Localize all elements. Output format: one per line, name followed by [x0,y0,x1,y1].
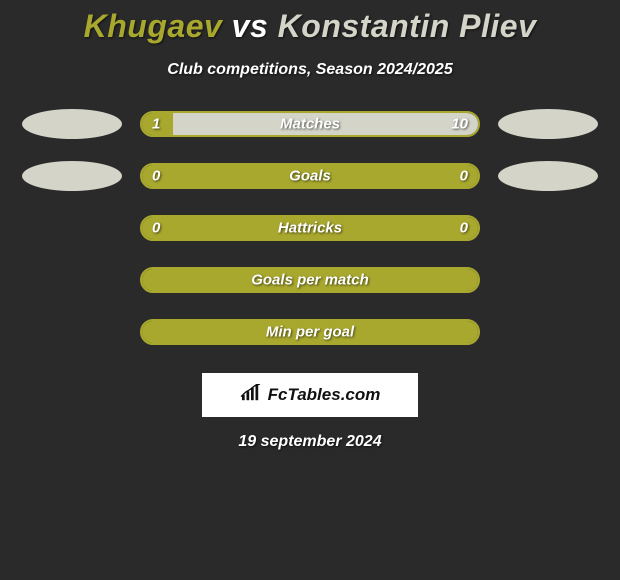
stat-label: Hattricks [278,220,342,237]
stat-row: Goals per match [0,265,620,295]
stat-value-right: 10 [451,116,468,133]
brand-text: FcTables.com [268,385,381,405]
stat-label: Goals per match [251,272,369,289]
stat-bar: Goals per match [140,267,480,293]
player2-badge [498,109,598,139]
stat-label: Matches [280,116,340,133]
player2-badge [498,161,598,191]
stat-value-right: 0 [460,220,468,237]
stat-row: 1 10 Matches [0,109,620,139]
chart-icon [240,384,262,407]
spacer [22,213,122,243]
stat-value-left: 0 [152,220,160,237]
stat-row: 0 0 Hattricks [0,213,620,243]
subtitle: Club competitions, Season 2024/2025 [0,61,620,79]
stat-label: Goals [289,168,331,185]
stat-bar: 1 10 Matches [140,111,480,137]
stat-label: Min per goal [266,324,354,341]
stat-bar: 0 0 Goals [140,163,480,189]
stat-row: 0 0 Goals [0,161,620,191]
player1-badge [22,161,122,191]
player1-name: Khugaev [84,8,223,44]
vs-text: vs [232,8,269,44]
brand-box: FcTables.com [202,373,418,417]
page-title: Khugaev vs Konstantin Pliev [0,8,620,45]
spacer [498,213,598,243]
comparison-infographic: Khugaev vs Konstantin Pliev Club competi… [0,0,620,451]
spacer [22,317,122,347]
spacer [22,265,122,295]
stat-value-left: 1 [152,116,160,133]
player2-name: Konstantin Pliev [278,8,537,44]
spacer [498,265,598,295]
stat-value-left: 0 [152,168,160,185]
stat-row: Min per goal [0,317,620,347]
stat-bar: 0 0 Hattricks [140,215,480,241]
spacer [498,317,598,347]
date: 19 september 2024 [0,433,620,451]
stat-value-right: 0 [460,168,468,185]
stat-bar: Min per goal [140,319,480,345]
stat-rows: 1 10 Matches 0 0 Goals 0 0 Hattricks Goals per ma… [0,109,620,347]
player1-badge [22,109,122,139]
